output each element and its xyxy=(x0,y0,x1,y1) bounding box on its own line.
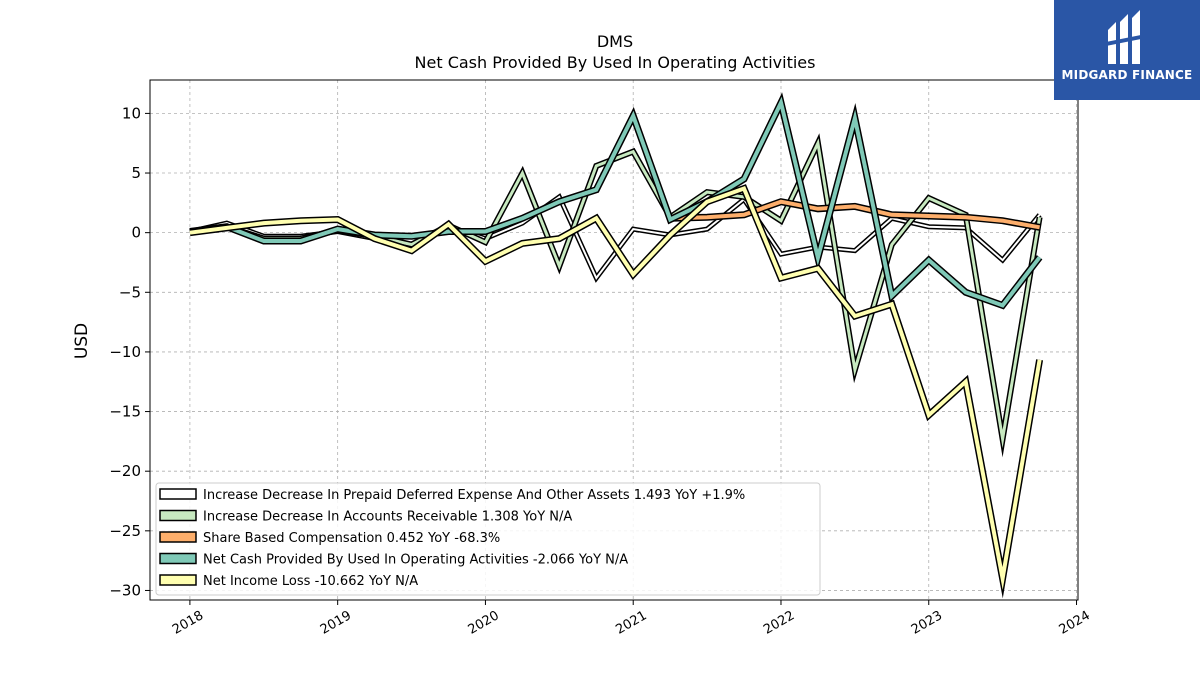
series-stroke xyxy=(189,138,1042,449)
y-tick-label: −10 xyxy=(109,343,141,361)
legend-box xyxy=(155,482,821,596)
legend-swatch xyxy=(159,488,197,500)
x-tick-label: 2018 xyxy=(170,608,206,638)
series-line-1 xyxy=(189,133,1043,458)
legend-label: Increase Decrease In Accounts Receivable… xyxy=(203,510,572,525)
series-outline xyxy=(189,133,1043,458)
series-line-3 xyxy=(189,92,1043,310)
y-tick-label: −20 xyxy=(109,462,141,480)
y-axis: 10 5 0 −5 −10 −15 −20 −25 −30 xyxy=(109,104,150,599)
x-tick-label: 2019 xyxy=(318,608,354,638)
y-tick-label: −5 xyxy=(119,283,141,301)
chart-subtitle: Net Cash Provided By Used In Operating A… xyxy=(415,53,816,72)
x-axis: 2018 2019 2020 2021 2022 2023 2024 xyxy=(170,600,1093,638)
legend-swatch xyxy=(159,509,197,522)
legend: Increase Decrease In Prepaid Deferred Ex… xyxy=(155,482,821,596)
legend-label: Share Based Compensation 0.452 YoY -68.3… xyxy=(203,531,500,546)
brand-monogram-icon xyxy=(1106,10,1146,64)
y-tick-label: −15 xyxy=(109,403,141,421)
y-tick-label: −25 xyxy=(109,522,141,540)
y-tick-label: 5 xyxy=(131,164,141,182)
series-line-2 xyxy=(670,198,1041,231)
plot-frame xyxy=(149,79,1079,601)
x-tick-label: 2021 xyxy=(613,608,649,638)
legend-swatch xyxy=(159,552,197,565)
legend-swatch xyxy=(159,531,197,543)
series-stroke xyxy=(189,96,1042,308)
series-stroke xyxy=(670,199,1040,230)
y-tick-label: −30 xyxy=(109,581,141,599)
series-line-4 xyxy=(189,184,1044,599)
y-axis-label: USD xyxy=(72,323,92,359)
legend-label: Increase Decrease In Prepaid Deferred Ex… xyxy=(203,488,745,503)
legend-label: Net Cash Provided By Used In Operating A… xyxy=(203,553,628,568)
chart-title: DMS xyxy=(597,32,633,51)
x-tick-label: 2024 xyxy=(1057,608,1093,638)
brand-logo: MIDGARD FINANCE xyxy=(1054,0,1200,100)
x-tick-label: 2022 xyxy=(761,608,797,638)
y-tick-label: 0 xyxy=(131,224,141,242)
series-stroke xyxy=(189,185,1042,590)
x-tick-label: 2020 xyxy=(466,608,502,638)
series-lines xyxy=(189,92,1044,599)
legend-label: Net Income Loss -10.662 YoY N/A xyxy=(203,574,418,589)
brand-name: MIDGARD FINANCE xyxy=(1061,68,1193,82)
legend-swatch xyxy=(159,574,197,586)
x-tick-label: 2023 xyxy=(909,608,945,638)
y-tick-label: 10 xyxy=(122,104,141,122)
